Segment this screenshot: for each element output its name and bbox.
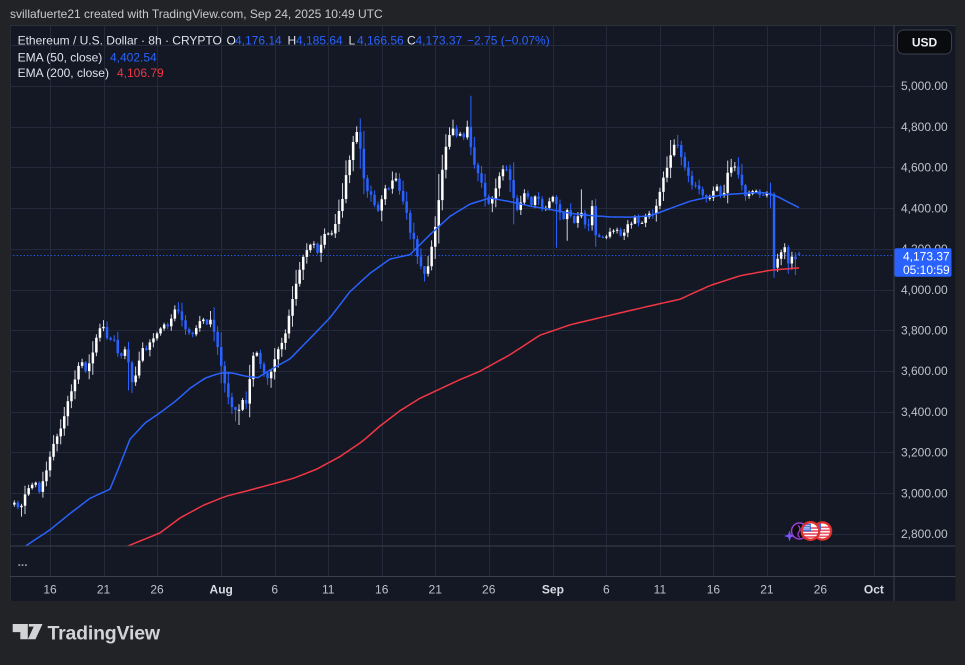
svg-text:16: 16 <box>375 583 389 597</box>
svg-text:3,400.00: 3,400.00 <box>901 405 948 419</box>
svg-text:3,200.00: 3,200.00 <box>901 446 948 460</box>
svg-text:16: 16 <box>43 583 57 597</box>
svg-text:4,176.14: 4,176.14 <box>235 34 282 48</box>
svg-text:H: H <box>288 34 297 48</box>
svg-text:C: C <box>407 34 416 48</box>
svg-text:16: 16 <box>707 583 721 597</box>
svg-text:3,800.00: 3,800.00 <box>901 324 948 338</box>
svg-text:4,173.37: 4,173.37 <box>903 249 950 263</box>
svg-text:4,800.00: 4,800.00 <box>901 120 948 134</box>
svg-text:26: 26 <box>150 583 164 597</box>
svg-text:21: 21 <box>760 583 774 597</box>
svg-text:...: ... <box>18 555 28 569</box>
svg-text:6: 6 <box>603 583 610 597</box>
svg-text:USD: USD <box>912 35 938 49</box>
svg-text:4,600.00: 4,600.00 <box>901 161 948 175</box>
svg-text:26: 26 <box>482 583 496 597</box>
svg-text:4,185.64: 4,185.64 <box>296 34 343 48</box>
svg-text:L: L <box>349 34 356 48</box>
svg-text:TradingView: TradingView <box>48 623 161 645</box>
svg-text:4,400.00: 4,400.00 <box>901 201 948 215</box>
svg-text:21: 21 <box>97 583 111 597</box>
svg-text:EMA (200, close): EMA (200, close) <box>18 66 109 80</box>
svg-text:−2.75 (−0.07%): −2.75 (−0.07%) <box>467 34 550 48</box>
svg-text:4,402.54: 4,402.54 <box>110 50 157 64</box>
svg-text:2,800.00: 2,800.00 <box>901 527 948 541</box>
svg-text:6: 6 <box>271 583 278 597</box>
svg-text:3,600.00: 3,600.00 <box>901 364 948 378</box>
svg-text:Sep: Sep <box>542 583 564 597</box>
svg-text:EMA (50, close): EMA (50, close) <box>18 50 103 64</box>
svg-text:05:10:59: 05:10:59 <box>903 263 950 277</box>
svg-text:5,000.00: 5,000.00 <box>901 79 948 93</box>
svg-text:4,000.00: 4,000.00 <box>901 283 948 297</box>
svg-text:Oct: Oct <box>864 583 884 597</box>
svg-text:4,166.56: 4,166.56 <box>357 34 404 48</box>
svg-text:3,000.00: 3,000.00 <box>901 486 948 500</box>
svg-text:11: 11 <box>654 583 667 597</box>
svg-text:svillafuerte21 created with Tr: svillafuerte21 created with TradingView.… <box>10 7 383 21</box>
svg-text:26: 26 <box>814 583 828 597</box>
svg-text:4,173.37: 4,173.37 <box>416 34 463 48</box>
svg-text:4,106.79: 4,106.79 <box>117 66 164 80</box>
svg-text:Ethereum / U.S. Dollar · 8h ·: Ethereum / U.S. Dollar · 8h · CRYPTO <box>18 34 222 48</box>
svg-text:11: 11 <box>322 583 335 597</box>
svg-text:O: O <box>227 34 236 48</box>
svg-text:21: 21 <box>429 583 443 597</box>
svg-text:Aug: Aug <box>210 583 233 597</box>
